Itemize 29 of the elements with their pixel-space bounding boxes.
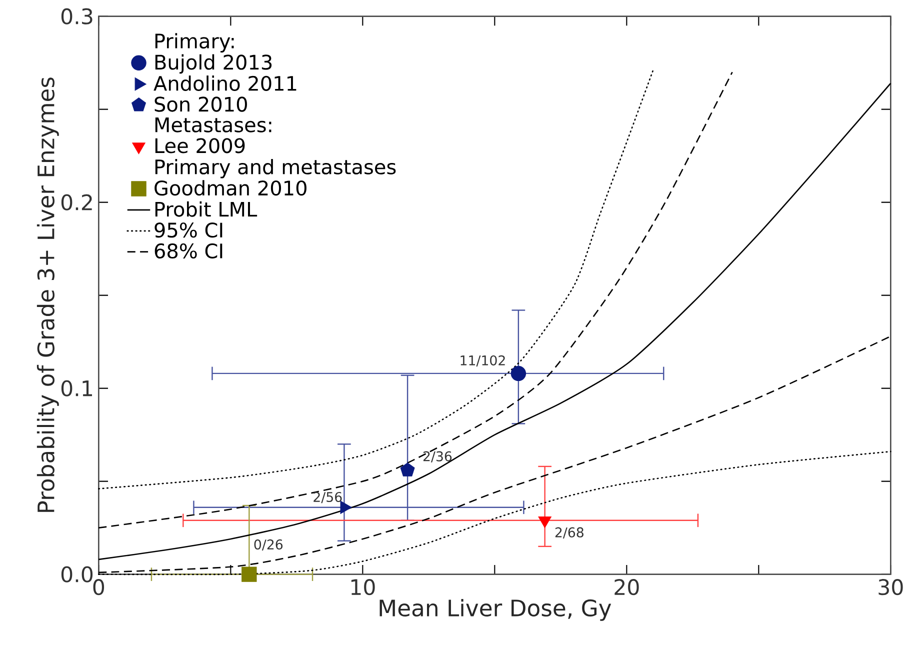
annotation: Metastases: bbox=[155, 118, 272, 132]
y-tick-label: 0.3 bbox=[61, 8, 92, 24]
x-tick-label: 20 bbox=[614, 579, 639, 596]
annotation: 0/26 bbox=[254, 539, 283, 551]
point bbox=[400, 462, 415, 476]
legend-label: 95% CI bbox=[154, 222, 222, 238]
x-tick-label: 0 bbox=[93, 579, 104, 596]
legend-label: Bujold 2013 bbox=[155, 54, 272, 74]
y-tick-label: 0.2 bbox=[61, 194, 92, 210]
legend-label: Son 2010 bbox=[154, 96, 247, 112]
y-tick-label: 0.0 bbox=[61, 566, 93, 582]
x-tick-label: 10 bbox=[351, 579, 375, 596]
annotation: Primary: bbox=[155, 33, 234, 52]
y-axis-title: Probability of Grade 3+ Liver Enzymes bbox=[36, 78, 59, 512]
point bbox=[242, 566, 257, 582]
annotation: 2/56 bbox=[314, 492, 342, 504]
annotation: 2/68 bbox=[555, 527, 584, 538]
x-axis-title: Mean Liver Dose, Gy bbox=[380, 598, 612, 621]
annotation: Primary and metastases bbox=[155, 158, 396, 178]
legend-label: Goodman 2010 bbox=[154, 180, 306, 196]
legend-label: 68% CI bbox=[154, 243, 222, 259]
y-tick-label: 0.1 bbox=[61, 380, 92, 396]
legend-label: Andolino 2011 bbox=[154, 76, 296, 91]
legend-label: Lee 2009 bbox=[155, 138, 245, 154]
annotation: 2/36 bbox=[423, 451, 452, 462]
legend-label: Probit LML bbox=[155, 201, 258, 217]
annotation: 11/102 bbox=[460, 355, 505, 367]
x-tick-label: 30 bbox=[878, 579, 903, 596]
point bbox=[510, 366, 526, 382]
